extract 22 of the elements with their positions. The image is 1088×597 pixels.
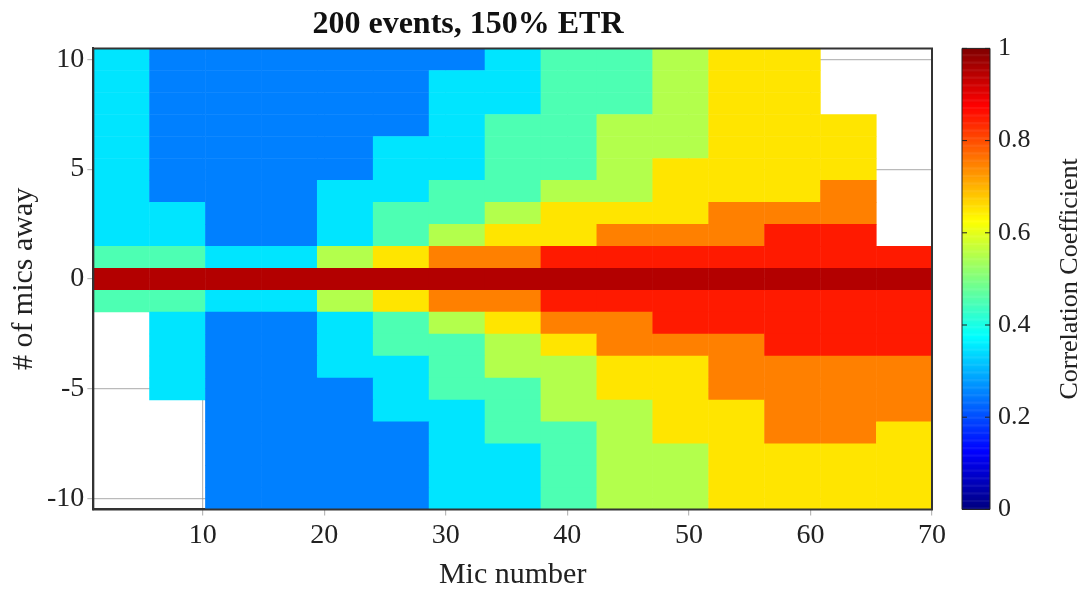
color-bar-label: 0.2 (998, 401, 1031, 431)
x-tick-label: 60 (796, 517, 825, 549)
y-tick-label: -10 (47, 480, 85, 512)
color-bar-label: 0.4 (998, 308, 1031, 338)
color-bar-label: 1 (998, 32, 1011, 62)
y-tick-label: 5 (70, 151, 85, 183)
x-tick-label: 70 (918, 517, 946, 549)
y-tick-label: -5 (61, 371, 85, 403)
color-bar-label: 0 (998, 493, 1011, 523)
x-axis-title: Mic number (438, 555, 587, 589)
chart-title: 200 events, 150% ETR (312, 4, 625, 41)
x-tick-label: 20 (310, 517, 339, 549)
color-bar-title: Correlation Coefficient (1053, 157, 1083, 400)
x-tick-label: 50 (674, 517, 703, 549)
x-tick-label: 40 (553, 517, 582, 549)
color-bar-label: 0.8 (998, 124, 1031, 154)
x-tick-label: 10 (188, 517, 217, 549)
x-tick-label: 30 (431, 517, 460, 549)
color-bar-label: 0.6 (998, 216, 1031, 246)
y-axis-title: # of mics away (4, 187, 38, 371)
y-tick-label: 10 (56, 41, 85, 73)
y-tick-label: 0 (70, 261, 85, 293)
